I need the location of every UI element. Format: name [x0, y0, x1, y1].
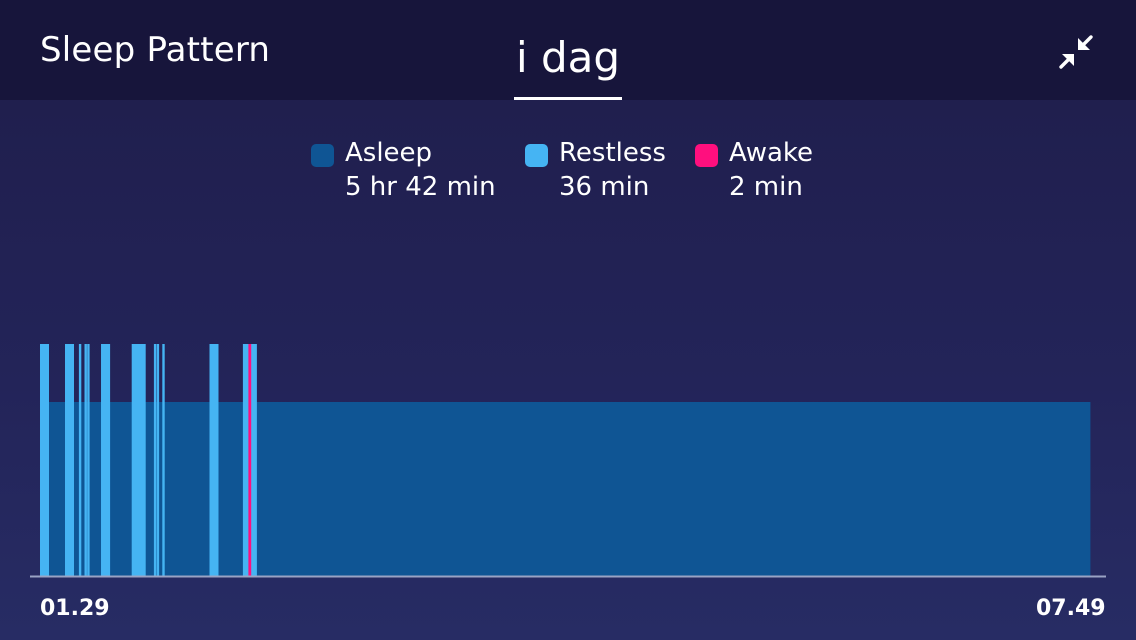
- legend-value-asleep: 5 hr 42 min: [345, 172, 496, 202]
- sleep-segment-restless: [101, 344, 111, 576]
- legend-name-awake: Awake: [729, 138, 814, 168]
- axis-start-label: 01.29: [40, 596, 110, 621]
- sleep-segment-restless: [65, 344, 74, 576]
- header-bar: Sleep Pattern i dag: [0, 0, 1136, 100]
- legend: Asleep 5 hr 42 min Restless 36 min Awake…: [0, 136, 1136, 216]
- sleep-segment-restless: [87, 344, 90, 576]
- legend-value-restless: 36 min: [559, 172, 650, 202]
- sleep-segment-restless: [162, 344, 165, 576]
- sleep-segment-restless: [131, 344, 146, 576]
- collapse-button[interactable]: [1052, 28, 1100, 76]
- sleep-segment-asleep: [40, 402, 1091, 576]
- axis-end-label: 07.49: [1036, 596, 1106, 621]
- legend-swatch-restless: [525, 144, 548, 167]
- sleep-segment-restless: [156, 344, 160, 576]
- sleep-chart: [30, 344, 1106, 578]
- legend-value-awake: 2 min: [729, 172, 803, 202]
- sleep-segment-restless: [78, 344, 82, 576]
- sleep-segment-restless: [209, 344, 219, 576]
- sleep-segment-awake: [248, 344, 252, 576]
- legend-swatch-awake: [695, 144, 718, 167]
- collapse-arrows-icon: [1059, 35, 1093, 69]
- sleep-segment-restless: [153, 344, 157, 576]
- sleep-segment-restless: [84, 344, 87, 576]
- page-title: Sleep Pattern: [40, 30, 271, 70]
- legend-swatch-asleep: [311, 144, 334, 167]
- tab-active-indicator: [514, 97, 622, 100]
- tab-today[interactable]: i dag: [514, 30, 622, 100]
- legend-name-restless: Restless: [559, 138, 666, 168]
- sleep-segment-restless: [40, 344, 49, 576]
- legend-name-asleep: Asleep: [345, 138, 433, 168]
- tab-today-label: i dag: [515, 33, 621, 82]
